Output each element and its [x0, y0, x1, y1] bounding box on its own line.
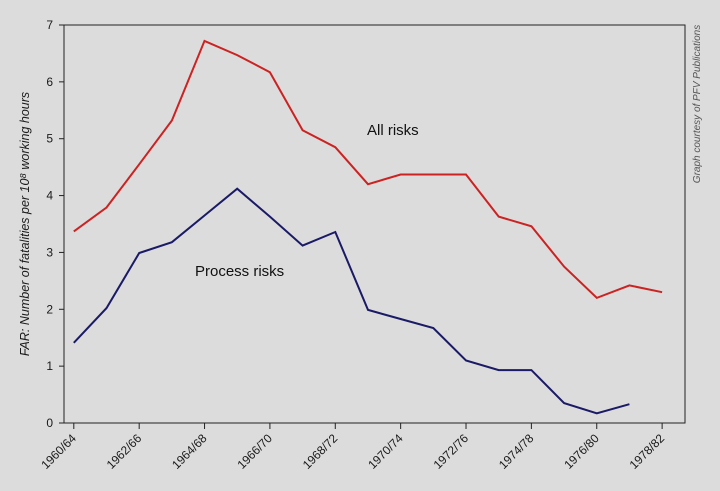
x-tick-label: 1968/72 — [300, 431, 341, 472]
y-tick-label: 3 — [46, 245, 53, 259]
series-label-process-risks: Process risks — [195, 263, 284, 280]
y-axis: 0 1 2 3 4 5 6 7 — [46, 18, 64, 430]
x-tick-label: 1976/80 — [561, 431, 602, 472]
x-tick-label: 1970/74 — [365, 431, 406, 472]
series-label-all-risks: All risks — [367, 122, 419, 139]
x-tick-label: 1962/66 — [104, 431, 145, 472]
x-tick-label: 1972/76 — [431, 431, 472, 472]
credit-note: Graph courtesy of PFV Publications — [692, 25, 703, 183]
x-tick-label: 1978/82 — [627, 431, 668, 472]
y-tick-label: 7 — [46, 18, 53, 32]
x-tick-label: 1964/68 — [169, 431, 210, 472]
plot-area — [63, 24, 686, 424]
y-tick-label: 5 — [46, 132, 53, 146]
y-axis-title: FAR: Number of fatalities per 10⁸ workin… — [18, 92, 32, 356]
series-line-process-risks — [73, 187, 630, 415]
y-tick-label: 0 — [46, 416, 53, 430]
y-tick-label: 6 — [46, 75, 53, 89]
y-tick-label: 4 — [46, 189, 53, 203]
y-tick-label: 2 — [46, 302, 53, 316]
x-axis: 1960/64 1962/66 1964/68 1966/70 1968/72 1970/… — [38, 423, 667, 472]
x-tick-label: 1966/70 — [234, 431, 275, 472]
x-tick-label: 1974/78 — [496, 431, 537, 472]
y-tick-label: 1 — [46, 359, 53, 373]
series-lines — [73, 39, 663, 415]
x-tick-label: 1960/64 — [38, 431, 79, 472]
series-line-all-risks — [73, 39, 663, 300]
